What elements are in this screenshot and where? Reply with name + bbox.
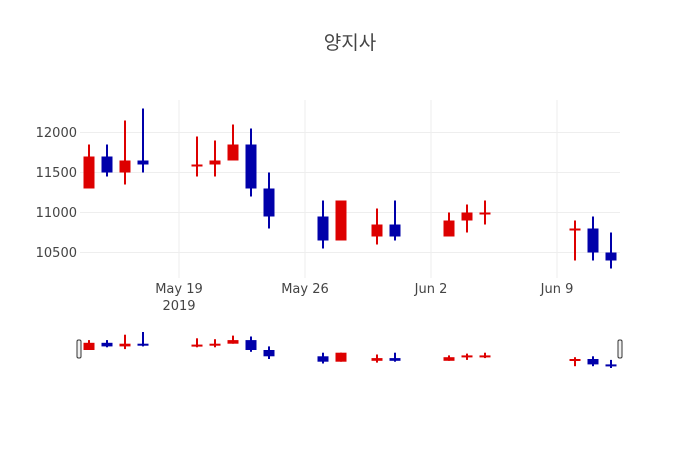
y-tick-label: 10500 [36, 246, 77, 261]
x-tick-label: Jun 2 [414, 282, 448, 297]
slider-candle [389, 352, 401, 362]
range-slider-right-handle[interactable] [617, 339, 623, 359]
slider-candle [137, 332, 149, 347]
range-slider-left-handle[interactable] [76, 339, 82, 359]
candle[interactable] [227, 124, 239, 161]
y-tick-label: 11500 [36, 166, 77, 181]
slider-candle [101, 340, 113, 348]
candle[interactable] [209, 140, 221, 177]
slider-candle [245, 336, 257, 352]
slider-candle [371, 354, 383, 363]
candle[interactable] [119, 120, 131, 185]
x-tick-label: May 26 [281, 282, 329, 297]
slider-candle [443, 355, 455, 361]
slider-candle [587, 356, 599, 367]
y-axis: 10500 11000 11500 12000 [36, 126, 77, 261]
x-axis: May 19 2019 May 26 Jun 2 Jun 9 [155, 282, 573, 314]
slider-candle [317, 352, 329, 364]
slider-candle [209, 339, 221, 348]
slider-candle [263, 346, 275, 359]
slider-candle [191, 338, 203, 348]
slider-candle [461, 353, 473, 360]
slider-candle [479, 352, 491, 359]
candle[interactable] [317, 200, 329, 249]
candle[interactable] [461, 204, 473, 233]
slider-candle [83, 340, 95, 350]
slider-candle [119, 334, 131, 350]
range-slider[interactable] [76, 332, 623, 368]
candle[interactable] [335, 200, 347, 241]
candle[interactable] [389, 200, 401, 241]
candle[interactable] [101, 144, 113, 177]
gridlines [80, 100, 620, 278]
candle[interactable] [371, 208, 383, 245]
candle[interactable] [263, 172, 275, 229]
candle[interactable] [245, 128, 257, 197]
y-tick-label: 11000 [36, 206, 77, 221]
candle[interactable] [569, 220, 581, 261]
candle[interactable] [191, 136, 203, 177]
candle[interactable] [587, 216, 599, 261]
candle[interactable] [83, 144, 95, 189]
candles[interactable] [83, 108, 617, 269]
y-tick-label: 12000 [36, 126, 77, 141]
slider-candle [227, 335, 239, 344]
slider-candle [569, 357, 581, 367]
slider-candle [605, 359, 617, 368]
candle[interactable] [443, 212, 455, 237]
x-tick-label: Jun 9 [540, 282, 574, 297]
x-tick-year-label: 2019 [162, 299, 195, 314]
candle[interactable] [479, 200, 491, 225]
slider-candle [335, 352, 347, 362]
x-tick-label: May 19 [155, 282, 203, 297]
chart-title: 양지사 [323, 32, 377, 54]
candle[interactable] [605, 232, 617, 269]
candle[interactable] [137, 108, 149, 173]
